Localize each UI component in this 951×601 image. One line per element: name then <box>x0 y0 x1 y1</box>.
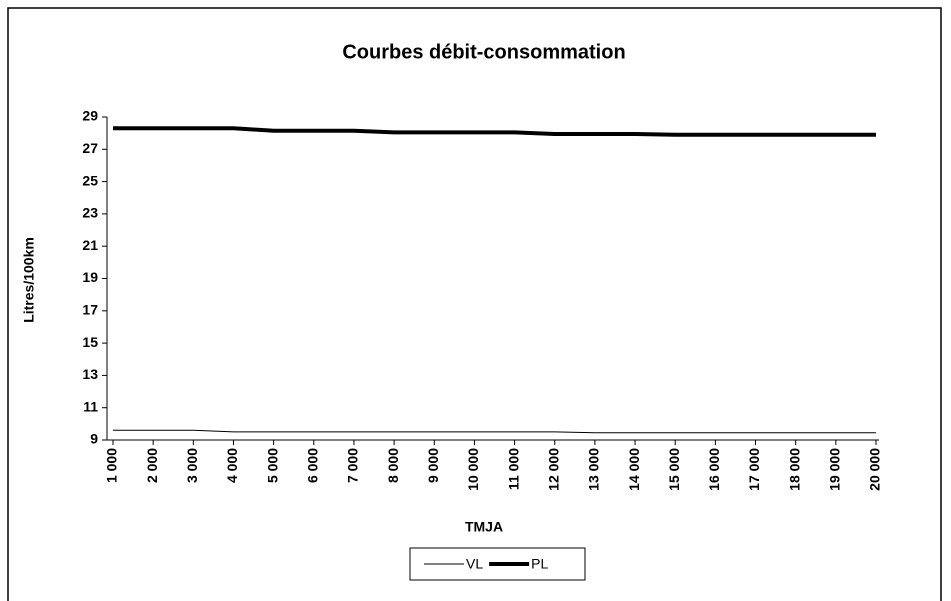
x-tick-label: 6 000 <box>304 448 320 483</box>
x-tick-label: 14 000 <box>626 448 642 491</box>
y-tick-label: 23 <box>82 205 98 221</box>
x-tick-label: 5 000 <box>264 448 280 483</box>
x-tick-label: 13 000 <box>586 448 602 491</box>
x-tick-label: 12 000 <box>545 448 561 491</box>
series-line <box>113 429 876 434</box>
y-tick-label: 15 <box>82 334 98 350</box>
x-tick-label: 16 000 <box>706 448 722 491</box>
x-axis-label: TMJA <box>465 519 503 535</box>
x-tick-label: 2 000 <box>144 448 160 483</box>
x-tick-label: 8 000 <box>385 448 401 483</box>
x-tick-label: 11 000 <box>505 448 521 490</box>
y-tick-label: 19 <box>82 269 98 285</box>
legend-label: PL <box>531 556 548 572</box>
x-tick-label: 4 000 <box>224 448 240 483</box>
y-tick-label: 9 <box>90 431 98 447</box>
x-tick-label: 9 000 <box>425 448 441 483</box>
x-tick-label: 17 000 <box>746 448 762 491</box>
x-tick-label: 19 000 <box>827 448 843 491</box>
y-tick-label: 21 <box>82 237 98 253</box>
x-tick-label: 3 000 <box>184 448 200 483</box>
y-tick-label: 17 <box>82 302 98 318</box>
y-tick-label: 11 <box>83 398 98 414</box>
legend-label: VL <box>466 556 483 572</box>
series-line <box>113 126 876 137</box>
x-tick-label: 1 000 <box>104 448 120 483</box>
x-tick-label: 20 000 <box>867 448 883 491</box>
x-tick-label: 10 000 <box>465 448 481 491</box>
x-tick-label: 15 000 <box>666 448 682 491</box>
y-tick-label: 29 <box>82 108 98 124</box>
chart-title: Courbes débit-consommation <box>342 41 625 63</box>
y-axis-label: Litres/100km <box>21 237 37 323</box>
x-tick-label: 7 000 <box>345 448 361 483</box>
y-tick-label: 13 <box>82 366 98 382</box>
y-tick-label: 25 <box>82 172 98 188</box>
y-tick-label: 27 <box>82 140 98 156</box>
chart-frame <box>7 7 942 601</box>
x-tick-label: 18 000 <box>786 448 802 491</box>
